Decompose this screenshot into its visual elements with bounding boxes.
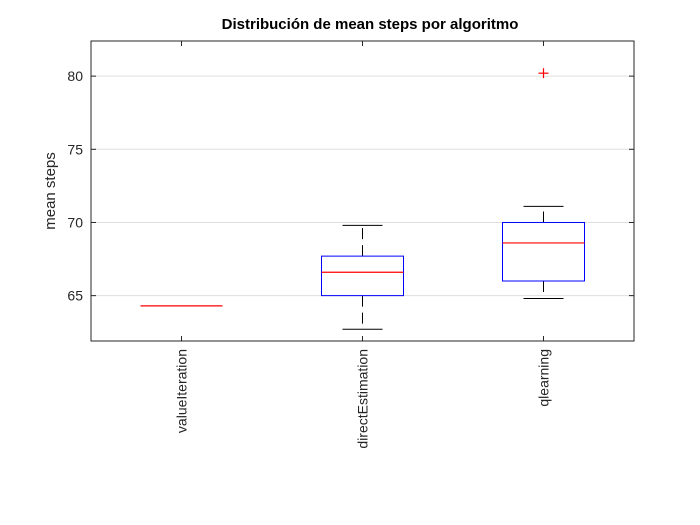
tick-labels: 65 70 75 80 valueIteration directEstimation ql… xyxy=(67,68,551,448)
y-tick-label-70: 70 xyxy=(67,214,83,230)
chart-title: Distribución de mean steps por algoritmo xyxy=(222,16,519,33)
plot-frame xyxy=(90,40,635,342)
x-category-label-2: qlearning xyxy=(536,349,552,407)
plot-axes xyxy=(90,40,635,342)
iqr-box-2 xyxy=(502,221,585,282)
outlier-marker-2-0 xyxy=(538,68,549,79)
box-group-2 xyxy=(502,68,585,300)
box-series xyxy=(140,68,585,330)
y-axis-label: mean steps xyxy=(42,152,59,230)
y-tick-label-80: 80 xyxy=(67,68,83,84)
y-tick-label-65: 65 xyxy=(67,288,83,304)
x-category-label-1: directEstimation xyxy=(355,349,371,449)
grid-lines xyxy=(91,75,634,297)
iqr-box-1 xyxy=(321,255,404,297)
x-category-label-0: valueIteration xyxy=(174,349,190,433)
box-group-1 xyxy=(321,224,404,330)
y-tick-label-75: 75 xyxy=(67,141,83,157)
